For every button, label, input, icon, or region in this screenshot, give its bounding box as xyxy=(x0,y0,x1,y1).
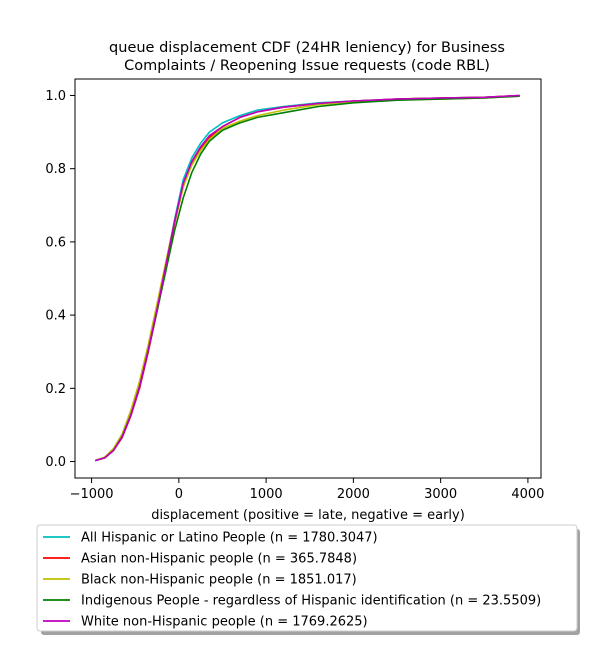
y-tick-label: 0.6 xyxy=(45,235,66,250)
legend-box xyxy=(36,524,578,632)
series-line-3 xyxy=(95,95,521,462)
x-axis-ticks: −1000 0 1000 2000 3000 4000 xyxy=(70,478,544,502)
x-tick-label: 4000 xyxy=(511,487,544,502)
y-tick-label: 0.0 xyxy=(45,455,66,470)
x-tick-label: 3000 xyxy=(424,487,457,502)
series-line-1 xyxy=(95,94,521,462)
y-tick-label: 0.2 xyxy=(45,382,66,397)
y-tick-label: 0.4 xyxy=(45,309,66,324)
legend-label-2: Black non-Hispanic people (n = 1851.017) xyxy=(81,573,357,588)
chart-title-line-2: Complaints / Reopening Issue requests (c… xyxy=(124,58,490,74)
chart-title: queue displacement CDF (24HR leniency) f… xyxy=(109,40,505,74)
y-tick-label: 1.0 xyxy=(45,89,66,104)
y-axis-ticks: 0.0 0.2 0.4 0.6 0.8 1.0 xyxy=(45,89,75,470)
x-tick-label: 0 xyxy=(175,487,183,502)
x-tick-label: −1000 xyxy=(70,487,114,502)
y-tick-label: 0.8 xyxy=(45,162,66,177)
x-axis-label: displacement (positive = late, negative … xyxy=(151,508,465,523)
series-line-4 xyxy=(95,94,521,462)
legend-label-4: White non-Hispanic people (n = 1769.2625… xyxy=(81,615,368,630)
series-line-2 xyxy=(95,95,521,462)
chart-title-line-1: queue displacement CDF (24HR leniency) f… xyxy=(109,40,505,56)
legend-label-0: All Hispanic or Latino People (n = 1780.… xyxy=(81,531,378,546)
legend-label-3: Indigenous People - regardless of Hispan… xyxy=(81,594,541,609)
x-tick-label: 2000 xyxy=(337,487,370,502)
legend: All Hispanic or Latino People (n = 1780.… xyxy=(36,524,580,635)
series-line-0 xyxy=(95,94,521,462)
legend-label-1: Asian non-Hispanic people (n = 365.7848) xyxy=(81,552,357,567)
legend-items: All Hispanic or Latino People (n = 1780.… xyxy=(43,531,541,630)
series-lines xyxy=(95,94,521,462)
plot-frame xyxy=(74,78,542,479)
x-tick-label: 1000 xyxy=(250,487,283,502)
